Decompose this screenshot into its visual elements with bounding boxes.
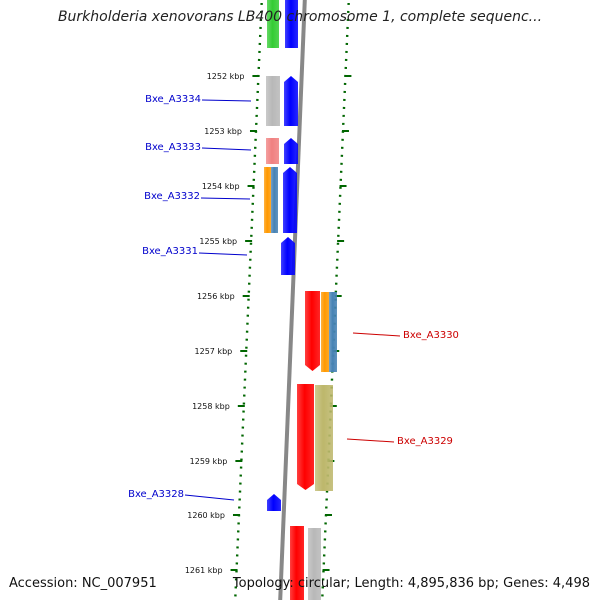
cds-arrow-reverse xyxy=(305,291,320,371)
cds-arrow-forward xyxy=(285,0,298,48)
tick-label: 1258 kbp xyxy=(192,402,230,411)
tick-label: 1253 kbp xyxy=(204,127,242,136)
outer-dotted-boundary xyxy=(234,0,263,600)
cds-arrow-forward xyxy=(267,494,281,511)
cds-arrow-reverse xyxy=(290,526,304,600)
cds-arrow-forward xyxy=(284,138,298,164)
gene-label: Bxe_A3329 xyxy=(397,436,453,447)
gene-label: Bxe_A3328 xyxy=(128,489,184,500)
cds-arrow-forward xyxy=(283,167,297,233)
cog-bar xyxy=(321,292,329,372)
tick-label: 1261 kbp xyxy=(185,566,223,575)
cog-bar xyxy=(329,292,337,372)
tick-label: 1252 kbp xyxy=(207,72,245,81)
gene-label: Bxe_A3330 xyxy=(403,330,459,341)
cog-bar xyxy=(308,528,321,600)
gene-label-leader xyxy=(198,252,248,256)
cog-bar xyxy=(315,385,333,491)
gene-label: Bxe_A3331 xyxy=(142,246,198,257)
genome-backbone xyxy=(278,0,307,600)
tick-label: 1259 kbp xyxy=(190,457,228,466)
accession-label: Accession: NC_007951 xyxy=(9,576,157,591)
cog-bar xyxy=(271,167,278,233)
gene-label-leader xyxy=(352,332,401,337)
gene-label-leader xyxy=(184,494,235,501)
gene-label-leader xyxy=(201,147,252,151)
cog-bar xyxy=(267,0,279,48)
cds-arrow-forward xyxy=(284,76,298,126)
tick-label: 1254 kbp xyxy=(202,182,240,191)
tick-label: 1260 kbp xyxy=(187,511,225,520)
cds-arrow-forward xyxy=(281,237,295,275)
cog-bar xyxy=(266,138,279,164)
gene-label: Bxe_A3334 xyxy=(145,94,201,105)
cds-arrow-reverse xyxy=(297,384,314,490)
tick-label: 1256 kbp xyxy=(197,292,235,301)
tick-label: 1257 kbp xyxy=(195,347,233,356)
tick-label: 1255 kbp xyxy=(199,237,237,246)
topology-label: Topology: circular; Length: 4,895,836 bp… xyxy=(232,576,590,591)
cog-bar xyxy=(266,76,280,126)
map-title: Burkholderia xenovorans LB400 chromosome… xyxy=(57,9,543,25)
gene-label: Bxe_A3333 xyxy=(145,142,201,153)
gene-label-leader xyxy=(200,197,251,200)
gene-label: Bxe_A3332 xyxy=(144,191,200,202)
gene-label-leader xyxy=(346,438,395,443)
cog-bar xyxy=(264,167,271,233)
gene-label-leader xyxy=(201,99,252,102)
